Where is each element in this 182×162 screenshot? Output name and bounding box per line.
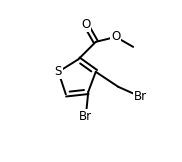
Text: O: O [111, 30, 120, 43]
Text: O: O [81, 18, 90, 31]
Text: S: S [55, 65, 62, 78]
Text: Br: Br [134, 90, 147, 103]
Text: Br: Br [79, 110, 92, 123]
